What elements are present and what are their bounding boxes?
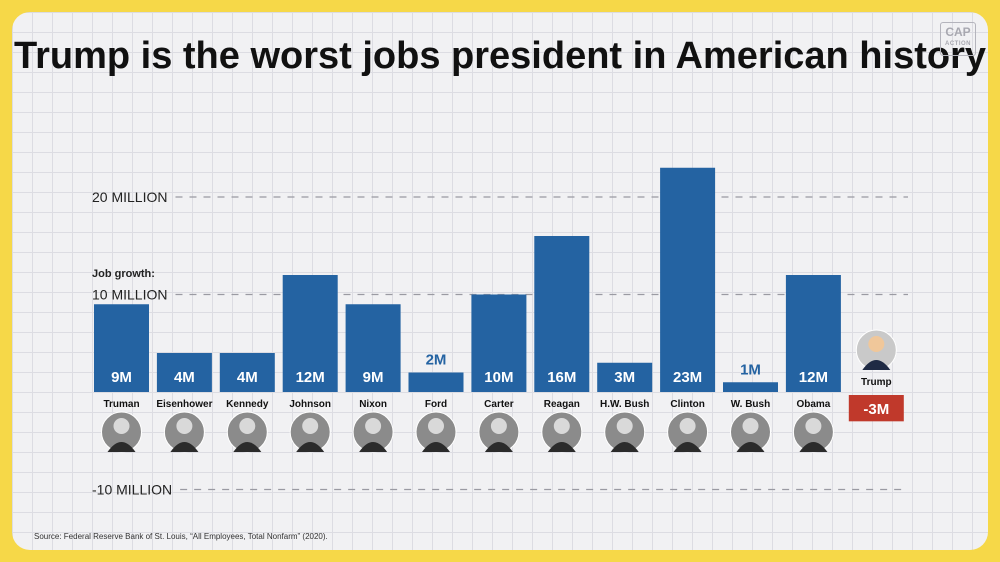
- bar-value-label: 9M: [363, 369, 384, 386]
- bar: [282, 275, 338, 392]
- chart-title: Trump is the worst jobs president in Ame…: [13, 35, 986, 77]
- bar: [597, 362, 653, 392]
- bar-value-label: -3M: [863, 401, 889, 418]
- category-label: Clinton: [670, 399, 704, 410]
- category-label: H.W. Bush: [600, 399, 649, 410]
- bar: [471, 294, 527, 392]
- category-label: Trump: [861, 377, 892, 388]
- bar-value-label: 12M: [799, 369, 828, 386]
- portrait-body-icon: [736, 442, 765, 452]
- category-label: Ford: [425, 399, 447, 410]
- portrait-body-icon: [296, 442, 325, 452]
- bar-value-label: 10M: [484, 369, 513, 386]
- portrait-head-icon: [176, 418, 193, 434]
- portrait-head-icon: [805, 418, 822, 434]
- category-label: Kennedy: [226, 399, 269, 410]
- logo-line1: CAP: [945, 25, 971, 39]
- portrait-body-icon: [799, 442, 828, 452]
- portrait-head-icon: [679, 418, 696, 434]
- bar: [94, 304, 149, 392]
- bar: [156, 353, 212, 392]
- portrait-body-icon: [422, 442, 450, 452]
- category-label: Obama: [796, 399, 830, 410]
- bar-value-label: 2M: [426, 352, 447, 369]
- category-label: W. Bush: [731, 399, 770, 410]
- bar: [848, 395, 904, 422]
- bar-value-label: 9M: [111, 369, 132, 386]
- portrait-head-icon: [868, 336, 885, 352]
- portrait-head-icon: [742, 418, 759, 434]
- portrait-head-icon: [365, 418, 382, 434]
- portrait-head-icon: [428, 418, 444, 434]
- bar: [723, 382, 778, 392]
- category-label: Reagan: [544, 399, 580, 410]
- bar: [785, 275, 841, 392]
- bar: [219, 353, 275, 392]
- portrait-body-icon: [484, 442, 513, 452]
- bar-value-label: 12M: [296, 369, 325, 386]
- portrait-head-icon: [616, 418, 633, 434]
- portrait-head-icon: [553, 418, 570, 434]
- bar-value-label: 23M: [673, 369, 702, 386]
- portrait-body-icon: [233, 442, 262, 452]
- bar-value-label: 1M: [740, 361, 761, 378]
- bar: [345, 304, 401, 392]
- cap-action-logo: CAP ACTION: [940, 22, 976, 56]
- bar-value-label: 16M: [547, 369, 576, 386]
- portrait-head-icon: [113, 418, 130, 434]
- portrait-body-icon: [170, 442, 199, 452]
- portrait-body-icon: [610, 442, 639, 452]
- source-note: Source: Federal Reserve Bank of St. Loui…: [34, 532, 328, 541]
- bar: [660, 167, 716, 392]
- category-label: Truman: [103, 399, 139, 410]
- portrait-body-icon: [673, 442, 702, 452]
- portrait-body-icon: [107, 442, 136, 452]
- portrait-head-icon: [490, 418, 507, 434]
- portrait-head-icon: [302, 418, 319, 434]
- y-axis-label: Job growth:: [92, 268, 155, 280]
- portrait-head-icon: [239, 418, 256, 434]
- category-label: Johnson: [289, 399, 331, 410]
- portrait-body-icon: [862, 360, 891, 370]
- category-label: Eisenhower: [156, 399, 212, 410]
- y-tick-label: -10 MILLION: [92, 482, 172, 498]
- portrait-body-icon: [547, 442, 576, 452]
- bar-value-label: 4M: [174, 369, 195, 386]
- y-tick-label: 10 MILLION: [92, 287, 167, 303]
- portrait-body-icon: [359, 442, 388, 452]
- bar-value-label: 3M: [614, 369, 635, 386]
- category-label: Carter: [484, 399, 514, 410]
- bar-value-label: 4M: [237, 369, 258, 386]
- category-label: Nixon: [359, 399, 387, 410]
- bar: [534, 236, 590, 392]
- bar: [408, 372, 464, 392]
- y-tick-label: 20 MILLION: [92, 189, 167, 205]
- logo-line2: ACTION: [945, 41, 971, 47]
